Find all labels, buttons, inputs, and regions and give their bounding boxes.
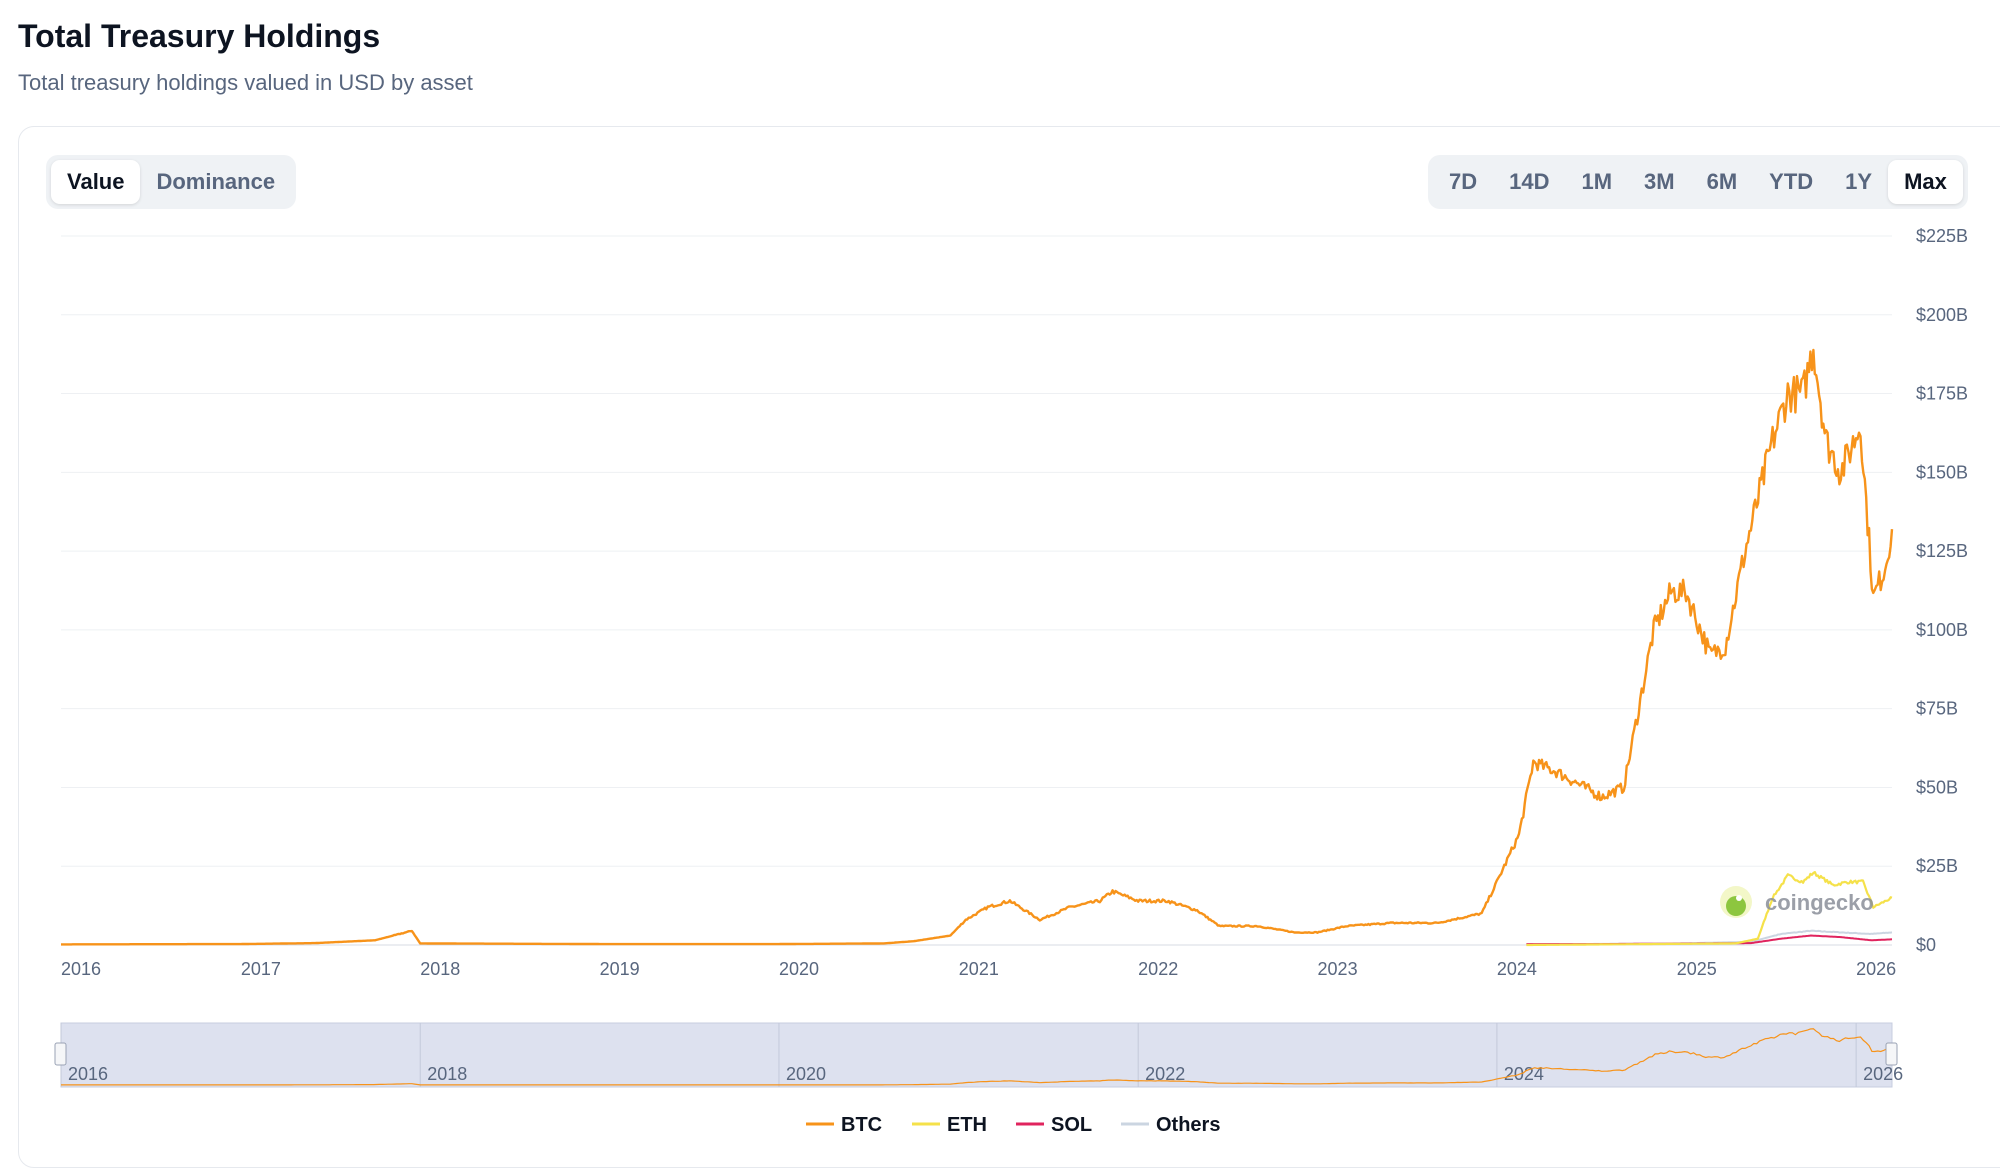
x-tick-label: 2026 <box>1856 959 1896 979</box>
x-tick-label: 2016 <box>61 959 101 979</box>
x-tick-label: 2023 <box>1318 959 1358 979</box>
y-tick-label: $0 <box>1916 935 1936 955</box>
y-tick-label: $200B <box>1916 305 1968 325</box>
range-1m-button[interactable]: 1M <box>1581 169 1613 194</box>
range-14d-button[interactable]: 14D <box>1509 169 1550 194</box>
y-tick-label: $100B <box>1916 620 1968 640</box>
navigator-tick-label: 2024 <box>1504 1064 1544 1084</box>
dominance-tab[interactable]: Dominance <box>156 169 276 194</box>
coingecko-logo-eye-icon <box>1736 895 1742 901</box>
navigator-btc-line <box>61 1028 1893 1086</box>
range-ytd-button[interactable]: YTD <box>1769 169 1814 194</box>
grid-lines <box>61 235 1892 946</box>
x-tick-label: 2018 <box>420 959 460 979</box>
series-btc-line <box>61 348 1894 946</box>
legend-btc-label[interactable]: BTC <box>841 1114 882 1131</box>
x-tick-label: 2020 <box>779 959 819 979</box>
navigator-right-handle[interactable] <box>1885 1042 1898 1066</box>
y-tick-label: $125B <box>1916 541 1968 561</box>
x-axis: 2016 2017 2018 2019 2020 2021 2022 2023 2024 2025… <box>61 959 1896 979</box>
x-tick-label: 2022 <box>1138 959 1178 979</box>
range-7d-button[interactable]: 7D <box>1449 169 1478 194</box>
navigator-tick-label: 2022 <box>1145 1064 1185 1084</box>
series-eth-line <box>1526 871 1893 947</box>
page-title: Total Treasury Holdings <box>18 18 381 54</box>
x-tick-label: 2019 <box>600 959 640 979</box>
range-3m-button[interactable]: 3M <box>1644 169 1675 194</box>
x-tick-label: 2025 <box>1677 959 1717 979</box>
y-tick-label: $150B <box>1916 462 1968 482</box>
view-toggle: Value Dominance <box>46 155 297 209</box>
legend-eth-label[interactable]: ETH <box>947 1114 987 1131</box>
x-tick-label: 2024 <box>1497 959 1537 979</box>
series-lines <box>61 348 1894 947</box>
navigator[interactable]: 2016 2018 2020 2022 2024 2026 <box>54 1022 1903 1088</box>
range-max-button[interactable]: Max <box>1888 160 1963 204</box>
y-tick-label: $175B <box>1916 384 1968 404</box>
value-tab[interactable]: Value <box>51 160 141 204</box>
navigator-tick-label: 2026 <box>1863 1064 1903 1084</box>
watermark: coingecko <box>1720 886 1874 918</box>
y-tick-label: $225B <box>1916 226 1968 246</box>
navigator-tick-label: 2016 <box>68 1064 108 1084</box>
navigator-ticks: 2016 2018 2020 2022 2024 2026 <box>60 1023 1903 1087</box>
y-tick-label: $50B <box>1916 777 1958 797</box>
navigator-tick-label: 2018 <box>427 1064 467 1084</box>
navigator-left-handle[interactable] <box>54 1042 67 1066</box>
range-1y-button[interactable]: 1Y <box>1845 169 1873 194</box>
page-subtitle: Total treasury holdings valued in USD by… <box>18 70 473 95</box>
legend-sol-label[interactable]: SOL <box>1051 1114 1092 1131</box>
range-6m-button[interactable]: 6M <box>1706 169 1738 194</box>
navigator-tick-label: 2020 <box>786 1064 826 1084</box>
y-axis: $0 $25B $50B $75B $100B $125B $150B $175B $200B $… <box>1916 226 1968 955</box>
coingecko-logo-inner-icon <box>1726 896 1746 916</box>
x-tick-label: 2021 <box>959 959 999 979</box>
navigator-window[interactable] <box>60 1022 1893 1088</box>
legend: BTC ETH SOL Others <box>806 1114 1220 1131</box>
y-tick-label: $75B <box>1916 699 1958 719</box>
treasury-chart: $0 $25B $50B $75B $100B $125B $150B $175B $200B $… <box>54 226 1968 1131</box>
watermark-text: coingecko <box>1765 890 1874 915</box>
y-tick-label: $25B <box>1916 856 1958 876</box>
x-tick-label: 2017 <box>241 959 281 979</box>
legend-others-label[interactable]: Others <box>1156 1114 1220 1131</box>
chart-card <box>18 126 2000 1168</box>
time-range-toggle: 7D 14D 1M 3M 6M YTD 1Y Max <box>1428 155 1968 209</box>
